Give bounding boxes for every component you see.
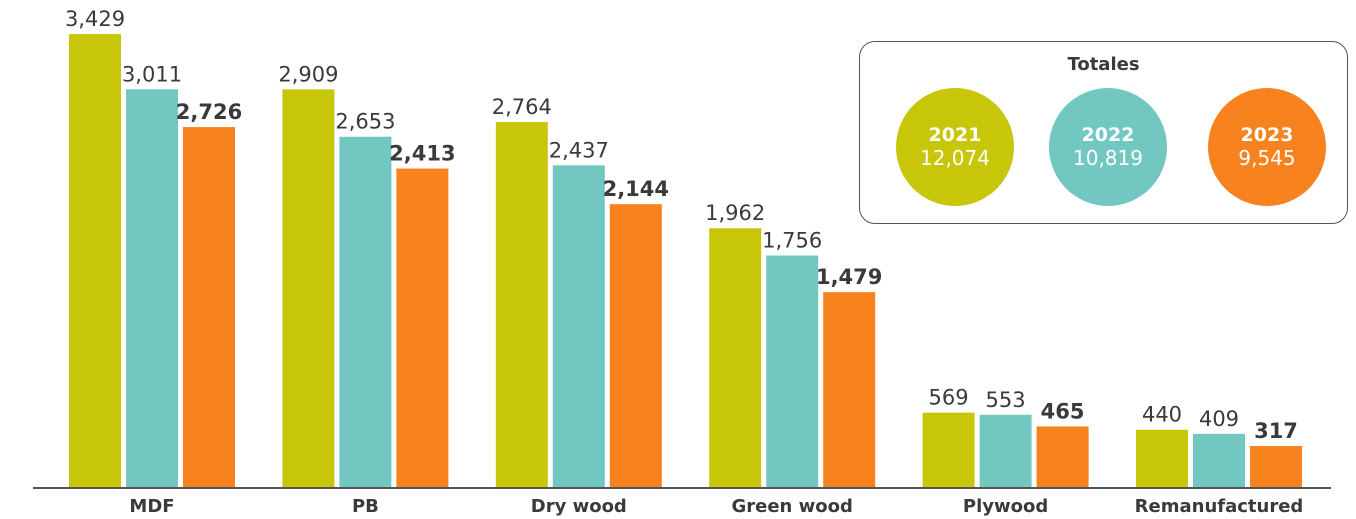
bar-2021 xyxy=(709,228,762,489)
category-label: MDF xyxy=(129,496,174,517)
bar-2022 xyxy=(339,136,392,488)
value-label: 2,144 xyxy=(603,177,669,201)
bar-2022 xyxy=(766,255,819,488)
category-label: Dry wood xyxy=(531,496,627,517)
value-label: 3,011 xyxy=(122,62,182,86)
bar-2021 xyxy=(69,34,121,488)
value-label: 1,962 xyxy=(705,201,765,225)
total-value: 10,819 xyxy=(1073,146,1143,170)
value-label: 553 xyxy=(986,388,1026,412)
value-label: 1,756 xyxy=(762,229,822,253)
value-label: 409 xyxy=(1199,407,1239,431)
value-label: 440 xyxy=(1142,403,1182,427)
category-label: Plywood xyxy=(963,496,1048,517)
total-year-label: 2022 xyxy=(1081,124,1135,146)
total-value: 12,074 xyxy=(920,146,990,170)
total-bubble-2023: 2023 9,545 xyxy=(1208,88,1326,206)
bar-2021 xyxy=(1136,429,1188,488)
bar-2022 xyxy=(552,165,605,488)
bar-2021 xyxy=(922,412,975,488)
bar-2021 xyxy=(495,122,548,488)
value-label: 1,479 xyxy=(816,265,882,289)
value-label: 2,413 xyxy=(389,142,455,166)
total-bubble-2021: 2021 12,074 xyxy=(896,88,1014,206)
bar-2022 xyxy=(1193,433,1245,488)
bar-2023 xyxy=(183,127,235,489)
value-label: 2,909 xyxy=(278,62,338,86)
bar-2021 xyxy=(282,89,335,488)
category-label: Remanufactured xyxy=(1135,496,1304,517)
value-label: 569 xyxy=(929,386,969,410)
value-label: 2,437 xyxy=(549,138,609,162)
value-label: 2,726 xyxy=(176,100,242,124)
value-label: 465 xyxy=(1041,399,1085,423)
bar-2022 xyxy=(979,414,1032,488)
totals-title: Totales xyxy=(1067,54,1140,75)
bar-2023 xyxy=(609,204,662,488)
category-label: Green wood xyxy=(731,496,852,517)
total-bubble-2022: 2022 10,819 xyxy=(1049,88,1167,206)
value-label: 3,429 xyxy=(65,7,125,31)
total-year-label: 2021 xyxy=(928,124,982,146)
totals-panel: Totales 2021 12,074 2022 10,819 2023 9,5… xyxy=(859,41,1348,224)
bar-2023 xyxy=(1036,426,1089,488)
bar-2023 xyxy=(396,168,449,488)
total-value: 9,545 xyxy=(1238,146,1296,170)
category-label: PB xyxy=(352,496,379,517)
value-label: 2,653 xyxy=(335,110,395,134)
bar-2022 xyxy=(126,89,178,488)
bar-2023 xyxy=(1250,446,1302,488)
value-label: 317 xyxy=(1254,419,1298,443)
value-label: 2,764 xyxy=(492,95,552,119)
bar-2023 xyxy=(823,292,876,488)
total-year-label: 2023 xyxy=(1240,124,1294,146)
